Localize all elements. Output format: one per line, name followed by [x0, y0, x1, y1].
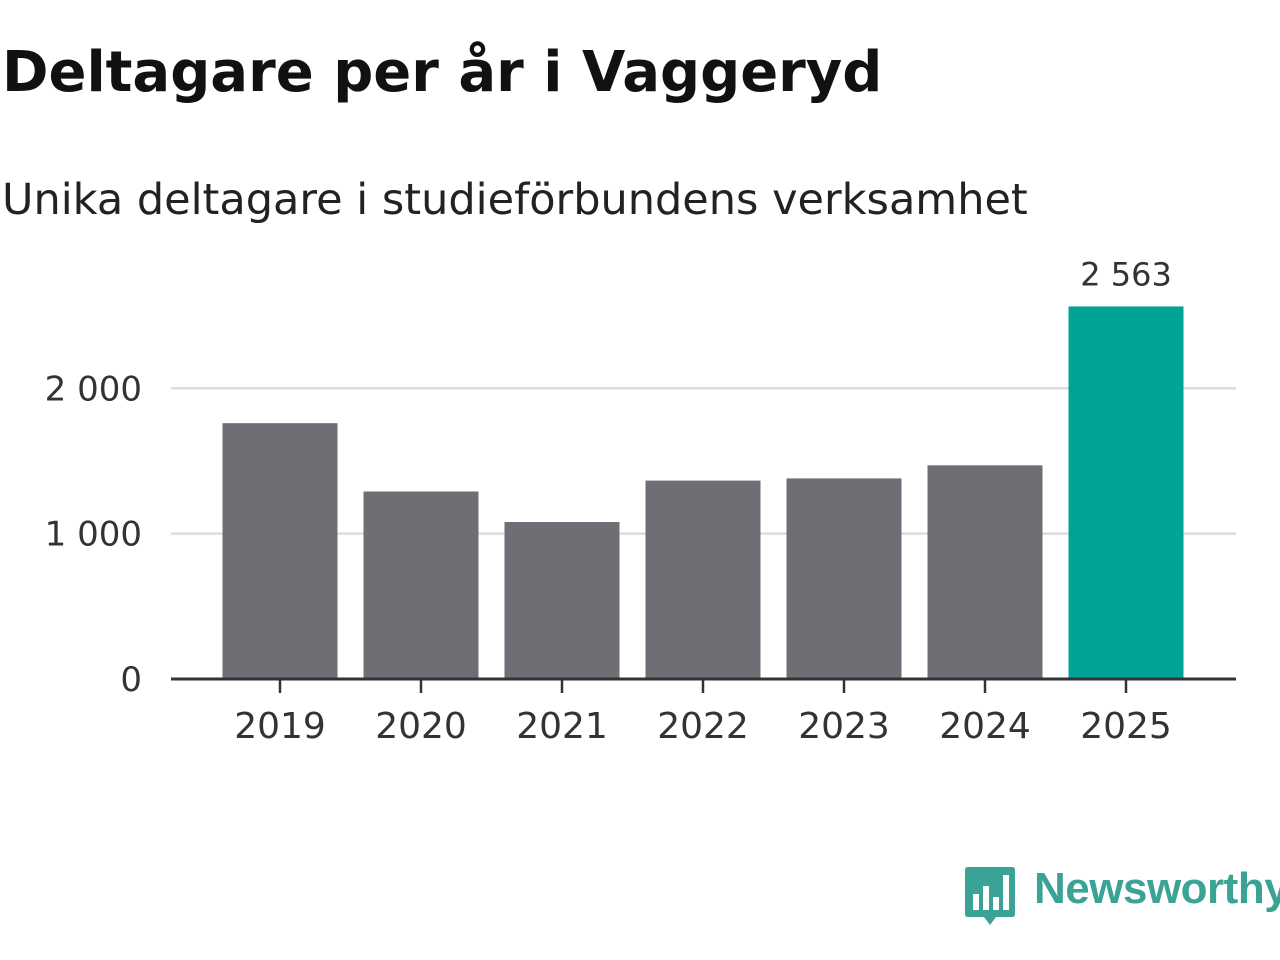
x-tick-label: 2023 [798, 706, 890, 747]
brand-name: Newsworthy [1034, 864, 1280, 913]
x-tick-label: 2022 [657, 706, 749, 747]
axis-layer [171, 677, 1236, 693]
bar [786, 478, 902, 679]
x-tick-label: 2021 [516, 706, 608, 747]
bars-layer [222, 306, 1184, 679]
x-tick-label: 2025 [1080, 706, 1172, 747]
data-label: 2 563 [1080, 255, 1172, 293]
bar [363, 491, 479, 679]
bar-chart-speech-bubble-icon [965, 867, 1015, 925]
bar [222, 423, 338, 679]
x-tick-label: 2020 [375, 706, 467, 747]
bar [504, 522, 620, 679]
chart-subtitle: Unika deltagare i studieförbundens verks… [2, 175, 1028, 225]
y-tick-label: 0 [120, 660, 142, 700]
bar [927, 465, 1043, 679]
y-tick-label: 2 000 [45, 369, 142, 409]
newsworthy-logo: Newsworthy [964, 864, 1280, 934]
bar [645, 480, 761, 679]
y-tick-label: 1 000 [45, 515, 142, 555]
x-tick-label: 2019 [234, 706, 326, 747]
labels-layer: 0 1 000 2 000 2019 2020 2021 2022 2023 2024 2025 2… [45, 255, 1172, 747]
bar [1068, 306, 1184, 679]
x-tick-label: 2024 [939, 706, 1031, 747]
chart-title: Deltagare per år i Vaggeryd [2, 40, 883, 105]
